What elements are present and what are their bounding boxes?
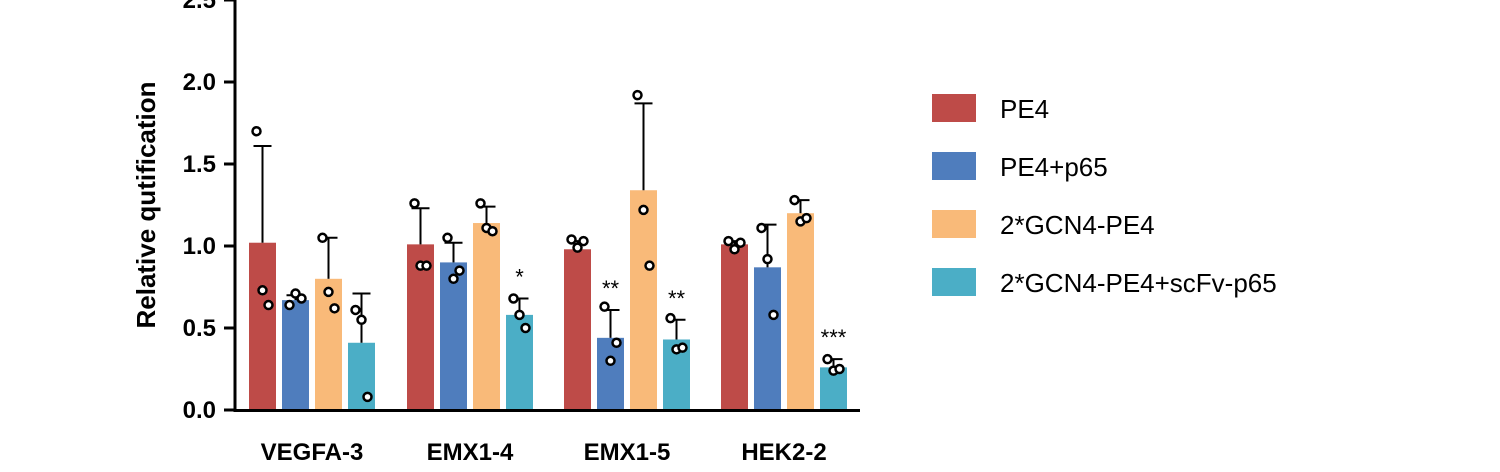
legend-label: PE4 — [1000, 94, 1049, 124]
data-point — [257, 285, 268, 296]
data-point — [572, 242, 583, 253]
bar-hek2-2-s0 — [721, 244, 748, 410]
legend: PE4 PE4+p65 2*GCN4-PE4 2*GCN4-PE4+scFv-p65 — [932, 94, 1277, 298]
category-label: EMX1-5 — [584, 439, 671, 466]
significance-label: ** — [602, 276, 620, 301]
category-label: VEGFA-3 — [261, 439, 364, 466]
data-point — [329, 303, 340, 314]
data-point — [514, 309, 525, 321]
data-point — [762, 253, 773, 265]
y-axis-title: Relative qutification — [131, 81, 161, 328]
legend-label: 2*GCN4-PE4 — [1000, 210, 1155, 240]
data-point — [611, 337, 622, 349]
data-point — [566, 234, 577, 245]
data-point — [356, 314, 367, 326]
data-point — [599, 301, 610, 312]
data-point — [350, 304, 361, 316]
data-point — [520, 322, 531, 334]
bar-emx1-5-s2 — [630, 190, 657, 410]
data-point — [454, 265, 465, 276]
bar-vegfa-3-s0 — [249, 242, 276, 410]
significance-layer: ******** — [515, 264, 847, 350]
bars-layer — [249, 190, 847, 410]
significance-label: ** — [668, 286, 686, 311]
data-point — [789, 194, 800, 206]
data-point — [822, 353, 833, 365]
category-label: EMX1-4 — [427, 439, 514, 466]
data-point — [729, 244, 740, 255]
y-tick-label: 0.5 — [183, 315, 216, 342]
data-point — [409, 198, 420, 209]
data-points-layer — [251, 89, 845, 403]
data-point — [362, 391, 373, 403]
data-point — [768, 309, 779, 321]
bar-emx1-4-s2 — [473, 223, 500, 410]
data-point — [638, 204, 649, 216]
data-point — [323, 286, 334, 298]
bar-emx1-5-s0 — [564, 249, 591, 410]
data-point — [296, 293, 307, 304]
y-tick-label: 2.5 — [183, 0, 216, 14]
legend-swatch — [932, 152, 976, 180]
legend-swatch — [932, 268, 976, 296]
y-tick-label: 2.0 — [183, 69, 216, 96]
legend-label: 2*GCN4-PE4+scFv-p65 — [1000, 268, 1277, 298]
data-point — [508, 293, 519, 304]
data-point — [723, 235, 734, 247]
bar-emx1-5-s1 — [597, 337, 624, 410]
bar-emx1-4-s1 — [440, 262, 467, 410]
axes-layer — [233, 0, 860, 412]
y-tick-label: 1.5 — [183, 151, 216, 178]
data-point — [284, 299, 295, 311]
category-labels-layer: VEGFA-3 EMX1-4 EMX1-5 HEK2-2 — [261, 439, 827, 466]
significance-label: * — [515, 264, 524, 289]
data-point — [834, 363, 845, 375]
data-point — [475, 198, 486, 209]
data-point — [317, 232, 328, 244]
y-tick-label: 0.0 — [183, 397, 216, 424]
data-point — [263, 299, 274, 311]
y-tick-label: 1.0 — [183, 233, 216, 260]
data-point — [578, 235, 589, 247]
y-ticks-layer: 0.0 0.5 1.0 1.5 2.0 2.5 — [183, 0, 235, 424]
legend-label: PE4+p65 — [1000, 152, 1108, 182]
bar-hek2-2-s2 — [787, 213, 814, 410]
data-point — [448, 273, 459, 285]
data-point — [644, 260, 655, 271]
data-point — [735, 237, 746, 248]
data-point — [442, 232, 453, 244]
data-point — [801, 212, 812, 224]
data-point — [632, 89, 643, 101]
bar-emx1-4-s0 — [407, 244, 434, 410]
bar-vegfa-3-s1 — [282, 300, 309, 410]
legend-swatch — [932, 94, 976, 122]
data-point — [251, 125, 262, 137]
data-point — [421, 260, 432, 271]
data-point — [677, 342, 688, 353]
bar-vegfa-3-s2 — [315, 278, 342, 410]
category-label: HEK2-2 — [741, 439, 826, 466]
data-point — [665, 312, 676, 324]
bar-hek2-2-s1 — [754, 267, 781, 410]
data-point — [605, 355, 616, 367]
data-point — [756, 222, 767, 234]
legend-swatch — [932, 210, 976, 238]
data-point — [487, 225, 498, 237]
significance-label: *** — [821, 325, 847, 350]
